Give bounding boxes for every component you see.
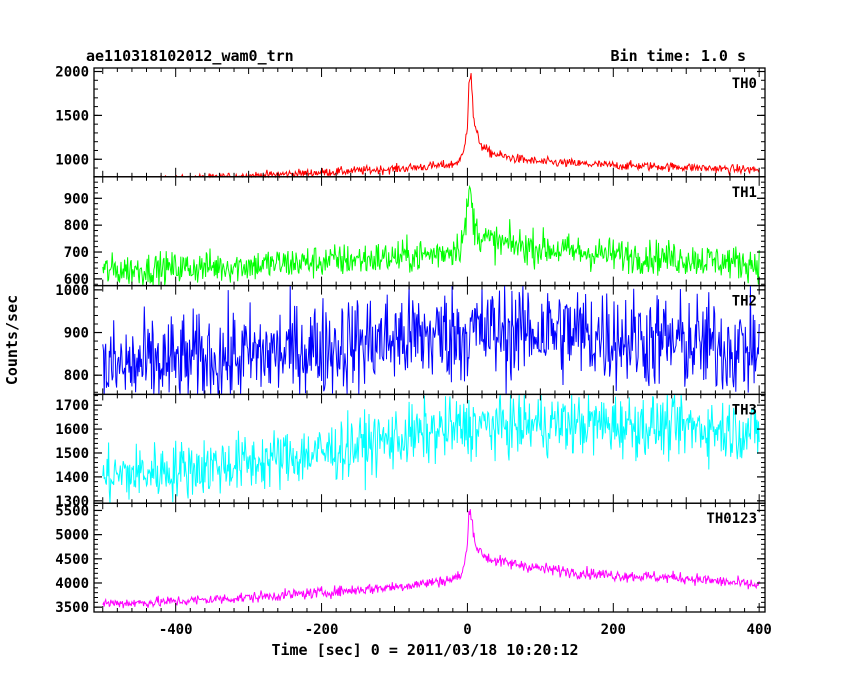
y-tick-label: 900 <box>64 326 89 342</box>
figure-title: ae110318102012_wam0_trn <box>86 47 294 65</box>
panel-frame-th0123 <box>93 502 766 613</box>
x-tick-label: -200 <box>305 622 339 638</box>
y-tick-label: 1500 <box>55 446 89 462</box>
y-tick-label: 5000 <box>55 528 89 544</box>
y-tick-label: 1500 <box>55 108 89 124</box>
x-axis-label: Time [sec] 0 = 2011/03/18 10:20:12 <box>271 641 578 659</box>
panel-label-th1: TH1 <box>732 185 757 201</box>
y-tick-label: 800 <box>64 368 89 384</box>
y-tick-label: 2000 <box>55 65 89 81</box>
y-tick-label: 1700 <box>55 398 89 414</box>
x-tick-label: 400 <box>747 622 772 638</box>
y-tick-label: 1400 <box>55 470 89 486</box>
y-tick-label: 3500 <box>55 600 89 616</box>
y-tick-label: 1000 <box>55 283 89 299</box>
y-tick-label: 4000 <box>55 576 89 592</box>
y-tick-label: 1600 <box>55 422 89 438</box>
y-tick-label: 800 <box>64 218 89 234</box>
panel-label-th0: TH0 <box>732 76 757 92</box>
series-line-th1 <box>102 184 760 286</box>
y-tick-label: 700 <box>64 245 89 261</box>
series-line-th0123 <box>102 509 760 609</box>
y-tick-label: 1300 <box>55 494 89 510</box>
y-tick-label: 5500 <box>55 503 89 519</box>
y-tick-label: 1000 <box>55 152 89 168</box>
x-tick-label: 200 <box>601 622 626 638</box>
series-line-th3 <box>102 394 760 504</box>
series-line-th0 <box>102 73 760 179</box>
panel-frame-th0 <box>93 67 766 178</box>
y-tick-label: 4500 <box>55 552 89 568</box>
y-tick-label: 600 <box>64 272 89 288</box>
y-tick-label: 900 <box>64 191 89 207</box>
panel-label-th0123: TH0123 <box>706 511 757 527</box>
panel-label-th3: TH3 <box>732 402 757 418</box>
x-tick-label: -400 <box>159 622 193 638</box>
series-line-th2 <box>102 285 760 397</box>
panel-label-th2: TH2 <box>732 294 757 310</box>
x-tick-label: 0 <box>463 622 471 638</box>
y-axis-label: Counts/sec <box>3 295 21 385</box>
bin-time-label: Bin time: 1.0 s <box>611 47 746 65</box>
